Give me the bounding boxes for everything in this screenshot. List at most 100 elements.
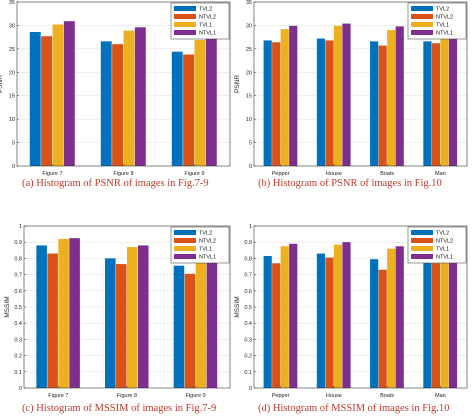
bar-tvl2-pepper [263,255,272,388]
legend-entry-ntvl2: NTVL2 [436,15,453,21]
bar-tvl2-figure-7 [36,245,47,388]
x-tick-label: Boats [380,393,394,399]
y-tick-label: 0.6 [14,289,22,295]
chart-panel-2: 0 5 10 15 20 25 30 35 Pepper House Boats Man PSNR TVL… [234,0,468,189]
bar-ntvl1-house [342,242,351,388]
bar-ntvl1-pepper [289,25,298,167]
x-tick-label: Pepper [272,171,290,177]
legend-swatch-ntvl2 [411,14,433,19]
y-tick-label: 0.8 [14,256,22,262]
y-axis-label: MSSIM [4,296,11,317]
legend-entry-tvl1: TVL1 [199,23,212,29]
legend-swatch-tvl1 [411,22,433,27]
x-tick-label: Figure 9 [184,171,204,177]
legend-swatch-tvl1 [174,22,196,27]
legend-entry-ntvl1: NTVL1 [199,255,216,261]
legend-entry-tvl1: TVL1 [436,247,449,253]
x-tick-label: Man [435,393,446,399]
legend-entry-ntvl1: NTVL1 [436,255,453,261]
y-tick-label: 0.3 [244,337,252,343]
bar-tvl1-pepper [280,246,289,388]
x-tick-label: Pepper [272,393,290,399]
y-tick-label: 0.7 [14,273,22,279]
bar-tvl1-man [440,247,449,388]
y-tick-label: 20 [9,70,15,76]
bar-ntvl2-figure-9 [183,54,195,167]
bar-ntvl1-man [448,246,458,388]
axes-box [16,1,231,167]
legend-entry-ntvl2: NTVL2 [436,239,453,245]
bar-ntvl2-figure-8 [116,264,127,388]
bar-tvl1-figure-7 [58,238,69,388]
bar-ntvl1-boats [395,246,404,388]
bar-tvl2-figure-8 [100,41,112,166]
legend-swatch-ntvl1 [411,254,433,259]
y-tick-label: 0 [12,164,15,170]
chart-caption: (a) Histogram of PSNR of images in Fig.7… [22,178,209,189]
axes-box [23,225,231,389]
legend-entry-ntvl1: NTVL1 [199,31,216,37]
y-tick-label: 0.1 [14,370,22,376]
y-tick-label: 1 [19,224,22,230]
bar-tvl1-boats [387,248,396,388]
y-tick-label: 0.4 [244,321,252,327]
bar-tvl2-man [423,41,432,166]
chart-caption: (c) Histogram of MSSIM of images in Fig.… [22,403,216,414]
bar-ntvl1-figure-7 [63,21,75,167]
legend-swatch-ntvl2 [174,14,196,19]
x-tick-label: Man [435,171,446,177]
legend-entry-tvl1: TVL1 [436,23,449,29]
legend-swatch-ntvl2 [174,238,196,243]
bar-ntvl1-figure-9 [206,256,218,388]
y-tick-label: 15 [9,94,15,100]
legend-entry-tvl2: TVL2 [199,231,212,237]
legend-entry-ntvl2: NTVL2 [199,15,216,21]
y-tick-label: 0.7 [244,273,252,279]
legend-swatch-tvl2 [411,230,433,235]
y-tick-label: 0.5 [244,305,252,311]
bar-tvl1-boats [387,30,396,166]
x-tick-label: Figure 8 [113,171,133,177]
y-axis-label: PSNR [234,75,241,93]
axes-box [253,225,468,389]
legend-swatch-ntvl2 [411,238,433,243]
bar-ntvl2-house [325,40,334,166]
chart-panel-4: 0 0.1 0.2 0.3 0.4 0.5 0.6 0.7 0.8 0.9 1 Pepper House… [234,224,468,414]
legend-entry-ntvl2: NTVL2 [199,239,216,245]
legend: TVL2 NTVL2 TVL1 NTVL1 [407,2,467,40]
y-tick-label: 0.9 [244,240,252,246]
bar-tvl2-boats [370,41,379,166]
bar-tvl2-figure-8 [105,258,116,388]
bar-ntvl1-pepper [289,243,298,388]
chart-caption: (b) Histogram of PSNR of images in Fig.1… [258,178,442,189]
bar-tvl2-figure-9 [173,265,185,388]
bar-tvl1-figure-8 [127,247,138,388]
y-tick-label: 10 [246,117,252,123]
legend-swatch-tvl1 [174,246,196,251]
bar-tvl2-figure-7 [29,31,41,166]
y-tick-label: 0.8 [244,256,252,262]
y-tick-label: 0.5 [14,305,22,311]
chart-panel-1: 0 5 10 15 20 25 30 35 Figure 7 Figure 8 Figure 9 PS… [0,0,231,189]
bar-ntvl1-figure-7 [69,238,80,388]
y-tick-label: 0.1 [244,370,252,376]
legend-swatch-tvl2 [174,6,196,11]
y-axis-label: PSNR [0,75,4,93]
legend: TVL2 NTVL2 TVL1 NTVL1 [407,226,467,264]
bar-ntvl1-figure-8 [137,245,149,388]
y-tick-label: 20 [246,70,252,76]
legend-swatch-tvl2 [411,6,433,11]
legend-entry-tvl1: TVL1 [199,247,212,253]
y-tick-label: 30 [9,23,15,29]
legend-entry-tvl2: TVL2 [199,7,212,13]
y-tick-label: 35 [246,0,252,6]
bar-tvl1-man [440,29,449,167]
y-tick-label: 0.4 [14,321,22,327]
bar-tvl2-man [423,256,432,388]
bar-ntvl2-boats [378,45,387,166]
y-tick-label: 25 [9,47,15,53]
x-tick-label: Figure 8 [117,393,137,399]
y-tick-label: 15 [246,94,252,100]
legend: TVL2 NTVL2 TVL1 NTVL1 [170,2,230,40]
legend-swatch-ntvl1 [174,30,196,35]
